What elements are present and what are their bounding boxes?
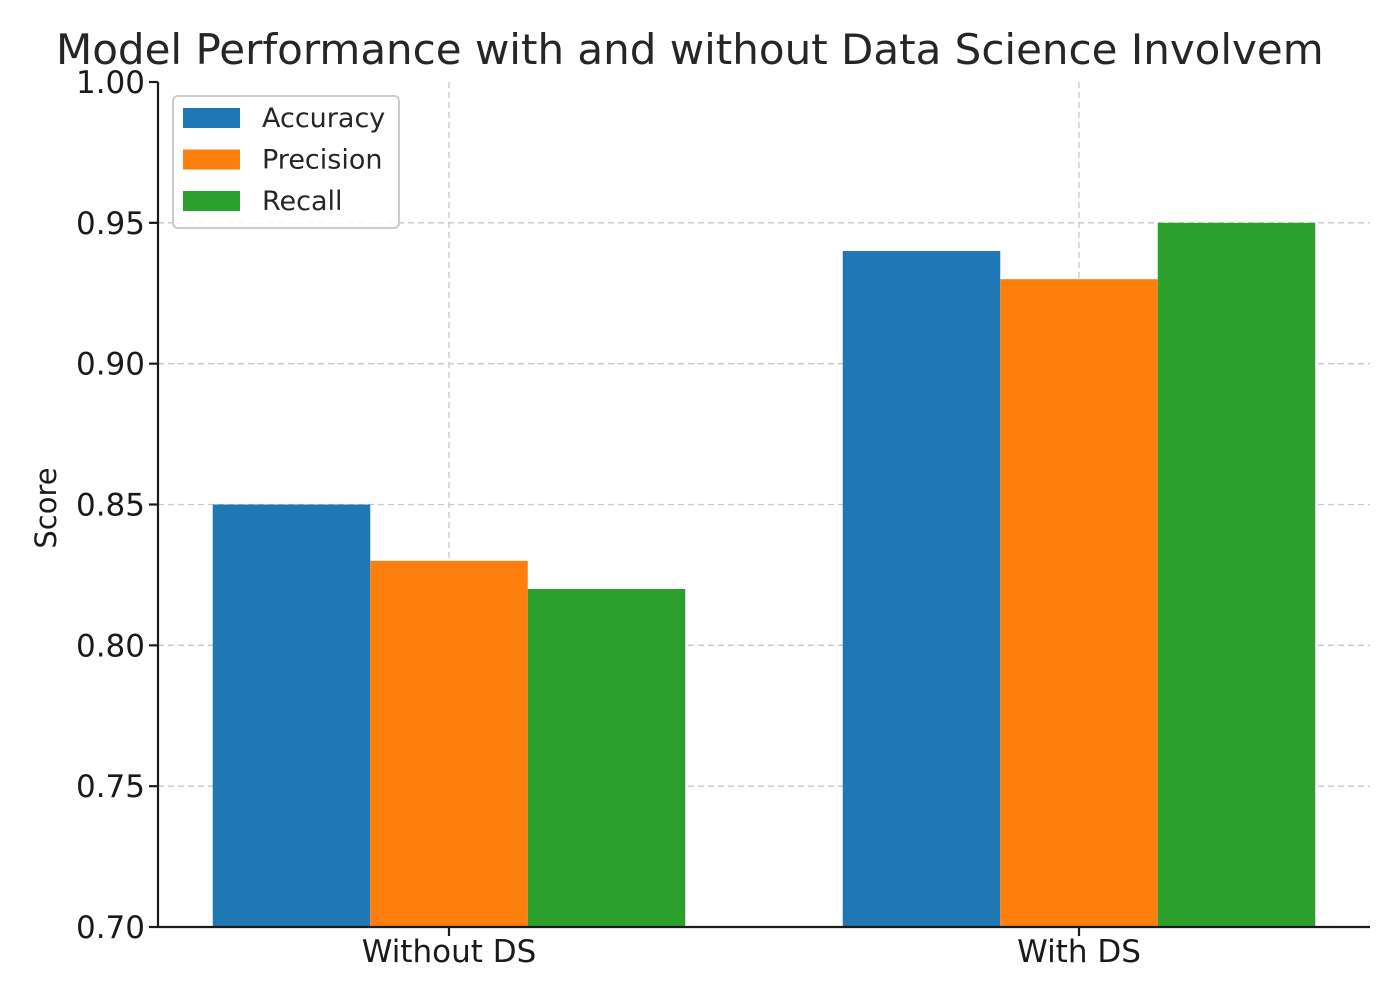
x-tick-label: Without DS	[362, 934, 537, 970]
bar-precision-with-ds	[1000, 279, 1158, 928]
y-tick-label: 0.75	[76, 769, 145, 805]
y-tick-label: 0.80	[76, 628, 145, 664]
bars	[212, 222, 1316, 928]
legend-swatch-recall	[183, 191, 240, 211]
y-tick-label: 0.90	[76, 347, 145, 383]
bar-recall-with-ds	[1157, 222, 1316, 928]
legend-label-accuracy: Accuracy	[262, 103, 385, 134]
legend-label-recall: Recall	[262, 186, 343, 217]
bar-recall-without-ds	[527, 589, 686, 927]
legend-swatch-precision	[183, 149, 240, 170]
chart-title: Model Performance with and without Data …	[56, 25, 1324, 74]
bar-accuracy-with-ds	[842, 251, 1001, 927]
legend-swatch-accuracy	[183, 108, 240, 128]
bar-precision-without-ds	[370, 560, 528, 927]
y-tick-label: 1.00	[76, 65, 145, 101]
legend: Accuracy Precision Recall	[172, 95, 400, 229]
y-axis-ticks: 0.70 0.75 0.80 0.85 0.90 0.95 1.00	[76, 65, 158, 946]
x-axis-ticks: Without DS With DS	[362, 927, 1141, 970]
legend-label-precision: Precision	[262, 145, 382, 176]
y-tick-label: 0.95	[76, 206, 145, 242]
y-axis-label: Score	[29, 467, 63, 548]
y-tick-label: 0.85	[76, 488, 145, 524]
x-tick-label: With DS	[1017, 934, 1141, 970]
y-tick-label: 0.70	[76, 910, 145, 946]
bar-accuracy-without-ds	[212, 504, 371, 927]
